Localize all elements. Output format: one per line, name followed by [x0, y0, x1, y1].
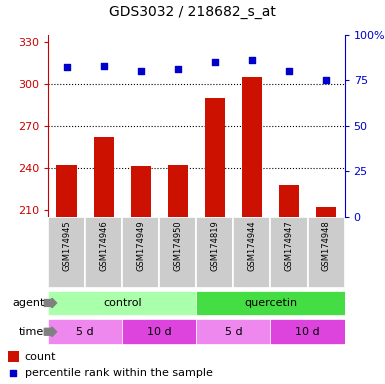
Bar — [122, 319, 196, 344]
Text: 5 d: 5 d — [76, 327, 94, 337]
Bar — [48, 291, 196, 315]
Point — [10, 370, 17, 376]
Point — [212, 59, 218, 65]
Bar — [85, 217, 122, 288]
Bar — [57, 165, 77, 217]
Point — [100, 63, 107, 69]
Text: 10 d: 10 d — [147, 327, 172, 337]
Bar — [48, 217, 85, 288]
Text: GSM174946: GSM174946 — [99, 220, 108, 271]
Point — [138, 68, 144, 74]
Text: GSM174949: GSM174949 — [136, 220, 145, 271]
Text: count: count — [25, 352, 56, 362]
Text: GSM174944: GSM174944 — [248, 220, 256, 271]
Bar — [167, 165, 188, 217]
Bar — [233, 217, 270, 288]
Text: time: time — [19, 327, 44, 337]
Point — [64, 65, 70, 71]
Text: GDS3032 / 218682_s_at: GDS3032 / 218682_s_at — [109, 5, 276, 19]
Point — [323, 77, 329, 83]
Text: GSM174950: GSM174950 — [173, 220, 182, 271]
Bar — [8, 351, 19, 362]
Text: GSM174945: GSM174945 — [62, 220, 71, 271]
Text: quercetin: quercetin — [244, 298, 297, 308]
Bar — [279, 185, 299, 217]
Text: control: control — [103, 298, 142, 308]
Bar — [48, 319, 122, 344]
Point — [175, 66, 181, 72]
Bar — [131, 166, 151, 217]
Bar — [122, 217, 159, 288]
Bar — [205, 98, 225, 217]
Bar — [196, 291, 345, 315]
Bar — [270, 319, 345, 344]
Text: 5 d: 5 d — [224, 327, 242, 337]
Bar — [270, 217, 308, 288]
Bar — [196, 319, 271, 344]
Bar — [316, 207, 336, 217]
Bar — [242, 77, 262, 217]
Point — [249, 57, 255, 63]
Text: GSM174819: GSM174819 — [210, 220, 219, 271]
Bar — [196, 217, 233, 288]
Bar — [94, 137, 114, 217]
Point — [286, 68, 292, 74]
Text: agent: agent — [12, 298, 44, 308]
Text: 10 d: 10 d — [295, 327, 320, 337]
Text: GSM174948: GSM174948 — [321, 220, 331, 271]
Text: GSM174947: GSM174947 — [285, 220, 293, 271]
Bar — [159, 217, 196, 288]
Bar — [308, 217, 345, 288]
Text: percentile rank within the sample: percentile rank within the sample — [25, 368, 213, 378]
